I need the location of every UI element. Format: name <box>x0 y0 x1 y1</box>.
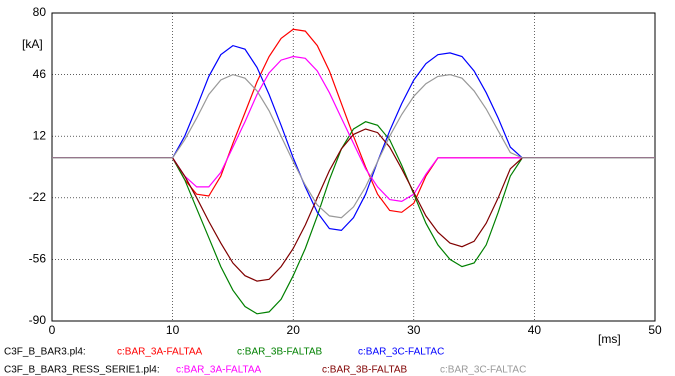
x-tick-label: 50 <box>648 323 662 337</box>
series-line <box>52 73 655 219</box>
x-tick-label: 20 <box>287 323 301 337</box>
legend-file: C3F_B_BAR3.pl4: <box>4 347 86 358</box>
plot-frame <box>51 12 656 322</box>
legend-entry: c:BAR_3B-FALTAB <box>237 347 323 358</box>
series-line <box>52 121 655 315</box>
x-tick-label: 0 <box>49 323 56 337</box>
legend-entry: c:BAR_3C-FALTAC <box>440 365 526 376</box>
y-unit: [kA] <box>22 37 43 51</box>
legend-entry: c:BAR_3A-FALTAA <box>176 365 262 376</box>
series-line <box>52 44 655 232</box>
legend-file: C3F_B_BAR3_RESS_SERIE1.pl4: <box>4 365 160 376</box>
series-line <box>52 28 655 213</box>
series-line <box>52 55 655 203</box>
y-tick-label: 80 <box>33 5 47 19</box>
x-tick-label: 10 <box>166 323 180 337</box>
y-tick-label: -90 <box>29 313 47 327</box>
y-tick-label: -56 <box>29 252 47 266</box>
y-tick-label: 12 <box>33 128 47 142</box>
x-unit: [ms] <box>598 332 621 346</box>
x-tick-label: 40 <box>528 323 542 337</box>
series-line <box>52 128 655 282</box>
legend-entry: c:BAR_3B-FALTAB <box>322 365 408 376</box>
y-tick-label: -22 <box>29 190 47 204</box>
legend-entry: c:BAR_3C-FALTAC <box>358 347 444 358</box>
y-tick-label: 46 <box>33 67 47 81</box>
x-tick-label: 30 <box>407 323 421 337</box>
legend-entry: c:BAR_3A-FALTAA <box>117 347 203 358</box>
